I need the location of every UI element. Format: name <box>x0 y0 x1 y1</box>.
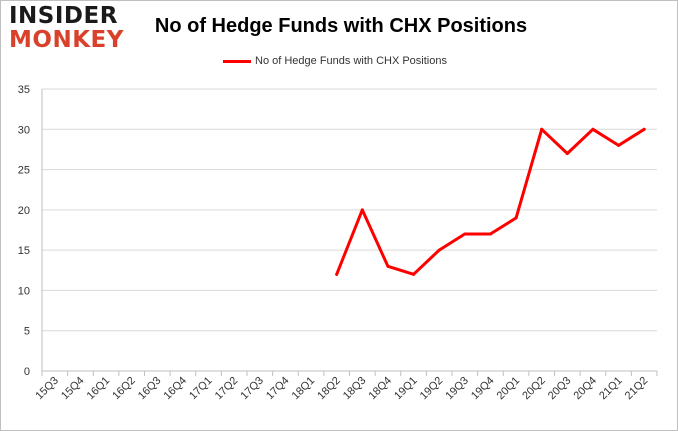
data-point <box>565 151 569 155</box>
x-tick-label: 21Q1 <box>597 375 625 403</box>
x-tick-label: 20Q4 <box>572 375 600 403</box>
x-tick-label: 16Q4 <box>162 375 190 403</box>
y-tick-label: 10 <box>18 285 30 297</box>
x-tick-label: 18Q2 <box>315 375 343 403</box>
x-tick-label: 19Q4 <box>469 375 497 403</box>
legend-label: No of Hedge Funds with CHX Positions <box>255 55 447 67</box>
x-tick-label: 19Q1 <box>392 375 420 403</box>
x-tick-label: 20Q2 <box>520 375 548 403</box>
x-tick-label: 18Q3 <box>341 375 369 403</box>
insider-monkey-logo: INSIDER MONKEY <box>9 5 127 52</box>
data-point <box>463 232 467 236</box>
data-point <box>617 143 621 147</box>
x-tick-label: 18Q4 <box>367 375 395 403</box>
x-tick-label: 17Q4 <box>264 375 292 403</box>
data-point <box>540 127 544 131</box>
legend-swatch <box>223 59 251 63</box>
series-line-0 <box>335 127 646 276</box>
y-tick-label: 25 <box>18 165 30 177</box>
y-tick-label: 35 <box>18 84 30 96</box>
logo-text-insider: INSIDER <box>9 3 118 29</box>
chart-legend: No of Hedge Funds with CHX Positions <box>223 55 447 67</box>
y-tick-label: 5 <box>24 326 30 338</box>
y-tick-label: 15 <box>18 245 30 257</box>
y-tick-label: 0 <box>24 366 30 378</box>
x-tick-label: 20Q3 <box>546 375 574 403</box>
x-tick-label: 20Q1 <box>495 375 523 403</box>
data-point <box>360 208 364 212</box>
x-tick-label: 21Q2 <box>623 375 651 403</box>
chart-title: No of Hedge Funds with CHX Positions <box>154 15 528 37</box>
x-tick-label: 19Q2 <box>418 375 446 403</box>
y-tick-label: 30 <box>18 124 30 136</box>
data-point <box>386 264 390 268</box>
x-tick-label: 17Q2 <box>213 375 241 403</box>
data-point <box>488 232 492 236</box>
data-point <box>412 272 416 276</box>
x-tick-label: 15Q4 <box>59 375 87 403</box>
data-point <box>335 272 339 276</box>
data-point <box>514 216 518 220</box>
x-tick-label: 17Q3 <box>238 375 266 403</box>
x-tick-label: 17Q1 <box>187 375 215 403</box>
x-tick-label: 15Q3 <box>33 375 61 403</box>
data-point <box>642 127 646 131</box>
x-tick-label: 16Q1 <box>85 375 113 403</box>
data-point <box>591 127 595 131</box>
x-tick-label: 16Q3 <box>136 375 164 403</box>
y-tick-label: 20 <box>18 205 30 217</box>
x-tick-label: 16Q2 <box>110 375 138 403</box>
x-tick-label: 18Q1 <box>290 375 318 403</box>
logo-text-monkey: MONKEY <box>9 27 124 53</box>
x-tick-label: 19Q3 <box>443 375 471 403</box>
data-point <box>437 248 441 252</box>
